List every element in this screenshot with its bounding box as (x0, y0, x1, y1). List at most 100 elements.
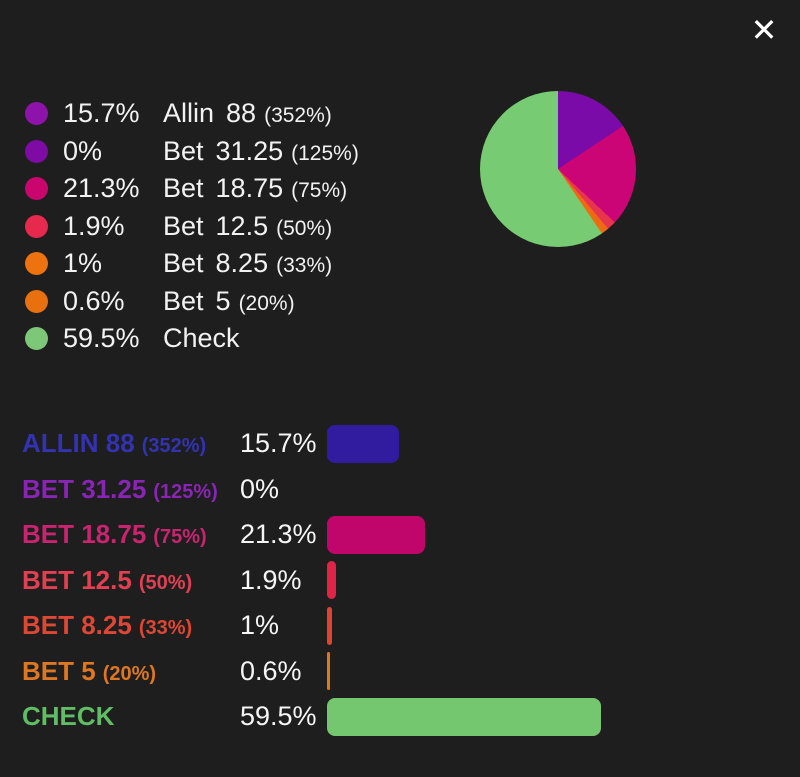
breakdown-row: ALLIN 88 (352%) 15.7% (22, 421, 800, 467)
legend-color-dot (25, 327, 48, 351)
legend-color-dot (25, 252, 48, 276)
breakdown-action-name: BET 31.25 (22, 473, 147, 504)
legend-pot-percentage: (50%) (276, 216, 333, 240)
breakdown-action-label: BET 5 (20%) (22, 656, 240, 687)
breakdown-action-name: BET 18.75 (22, 519, 147, 550)
legend-frequency-value: 59.5% (63, 323, 140, 354)
legend-action-name: Bet (163, 210, 204, 241)
legend-row: 0% Bet 31.25 (125%) (25, 133, 359, 171)
legend-pot-percentage: (33%) (276, 254, 333, 278)
legend-row: 1% Bet 8.25 (33%) (25, 245, 359, 283)
legend-action-label: Bet 18.75 (75%) (163, 173, 347, 204)
breakdown-frequency-value: 1% (240, 610, 280, 641)
legend-action-label: Bet 31.25 (125%) (163, 136, 359, 167)
frequency-bar (327, 697, 601, 736)
legend-action-label: Bet 12.5 (50%) (163, 211, 332, 242)
legend-frequency-value: 15.7% (63, 98, 140, 129)
legend-color-dot (25, 289, 48, 313)
breakdown-row: BET 8.25 (33%) 1% (22, 603, 800, 649)
breakdown-action-name: BET 5 (22, 655, 96, 686)
breakdown-bar-track (327, 697, 800, 736)
breakdown-action-label: BET 18.75 (75%) (22, 519, 240, 550)
legend-color-dot (25, 177, 48, 201)
legend-action-label: Bet 5 (20%) (163, 286, 295, 317)
breakdown-pot-percentage: (20%) (102, 662, 157, 685)
breakdown-action-name: CHECK (22, 701, 115, 732)
frequency-legend: 15.7% Allin 88 (352%) 0% Bet 31.25 (125%) 21… (25, 95, 359, 358)
frequency-bar (327, 424, 400, 463)
breakdown-bar-track (327, 470, 800, 508)
breakdown-action-label: BET 12.5 (50%) (22, 565, 240, 596)
breakdown-row: BET 18.75 (75%) 21.3% (22, 512, 800, 558)
legend-action-amount: 18.75 (215, 173, 284, 204)
breakdown-action-name: ALLIN 88 (22, 428, 135, 459)
close-button[interactable]: ✕ (742, 8, 786, 52)
legend-frequency-value: 1% (63, 248, 103, 279)
breakdown-row: CHECK 59.5% (22, 694, 800, 740)
legend-action-name: Check (163, 323, 240, 354)
breakdown-frequency-value: 1.9% (240, 564, 302, 595)
legend-frequency-value: 21.3% (63, 173, 140, 204)
close-icon: ✕ (750, 11, 778, 49)
legend-color-dot (25, 139, 48, 163)
frequency-bar (327, 515, 425, 554)
legend-frequency-value: 0% (63, 135, 103, 166)
breakdown-row: BET 31.25 (125%) 0% (22, 467, 800, 513)
legend-frequency-value: 0.6% (63, 285, 125, 316)
breakdown-action-label: CHECK (22, 701, 240, 732)
breakdown-pot-percentage: (50%) (138, 571, 193, 594)
legend-action-name: Bet (163, 135, 204, 166)
breakdown-pot-percentage: (125%) (153, 480, 218, 503)
breakdown-frequency-value: 59.5% (240, 701, 317, 732)
legend-action-amount: 8.25 (215, 248, 269, 279)
breakdown-action-name: BET 12.5 (22, 564, 132, 595)
legend-action-name: Bet (163, 248, 204, 279)
legend-pot-percentage: (20%) (238, 291, 295, 315)
legend-action-name: Bet (163, 285, 204, 316)
legend-action-name: Allin (163, 98, 215, 129)
strategy-pie-chart (480, 91, 636, 247)
breakdown-action-label: BET 8.25 (33%) (22, 610, 240, 641)
breakdown-action-label: ALLIN 88 (352%) (22, 428, 240, 459)
legend-action-label: Check (163, 323, 240, 354)
legend-row: 15.7% Allin 88 (352%) (25, 95, 359, 133)
breakdown-row: BET 5 (20%) 0.6% (22, 649, 800, 695)
frequency-bar (327, 606, 332, 645)
breakdown-bar-track (327, 515, 800, 554)
legend-row: 59.5% Check (25, 320, 359, 358)
legend-row: 0.6% Bet 5 (20%) (25, 283, 359, 321)
breakdown-frequency-value: 21.3% (240, 519, 317, 550)
legend-pot-percentage: (352%) (264, 104, 332, 128)
breakdown-bar-track (327, 606, 800, 645)
legend-row: 21.3% Bet 18.75 (75%) (25, 170, 359, 208)
breakdown-action-label: BET 31.25 (125%) (22, 474, 240, 505)
breakdown-bar-track (327, 561, 800, 600)
breakdown-bar-track (327, 424, 800, 463)
legend-row: 1.9% Bet 12.5 (50%) (25, 208, 359, 246)
legend-action-name: Bet (163, 173, 204, 204)
breakdown-bar-track (327, 652, 800, 691)
legend-action-label: Allin 88 (352%) (163, 98, 332, 129)
legend-pot-percentage: (125%) (291, 141, 359, 165)
legend-action-amount: 5 (215, 285, 231, 316)
legend-action-label: Bet 8.25 (33%) (163, 248, 332, 279)
legend-color-dot (25, 214, 48, 238)
legend-action-amount: 88 (226, 98, 257, 129)
breakdown-frequency-value: 0% (240, 473, 280, 504)
legend-pot-percentage: (75%) (291, 179, 348, 203)
breakdown-row: BET 12.5 (50%) 1.9% (22, 558, 800, 604)
breakdown-pot-percentage: (33%) (138, 617, 193, 640)
breakdown-pot-percentage: (352%) (141, 435, 207, 458)
action-breakdown-chart: ALLIN 88 (352%) 15.7% BET 31.25 (125%) 0% … (22, 421, 800, 740)
frequency-bar (327, 561, 336, 600)
breakdown-action-name: BET 8.25 (22, 610, 132, 641)
legend-frequency-value: 1.9% (63, 210, 125, 241)
breakdown-frequency-value: 0.6% (240, 655, 302, 686)
frequency-bar (327, 652, 330, 691)
legend-action-amount: 12.5 (215, 210, 269, 241)
legend-color-dot (25, 102, 48, 126)
legend-action-amount: 31.25 (215, 135, 284, 166)
breakdown-pot-percentage: (75%) (153, 526, 207, 549)
breakdown-frequency-value: 15.7% (240, 428, 317, 459)
